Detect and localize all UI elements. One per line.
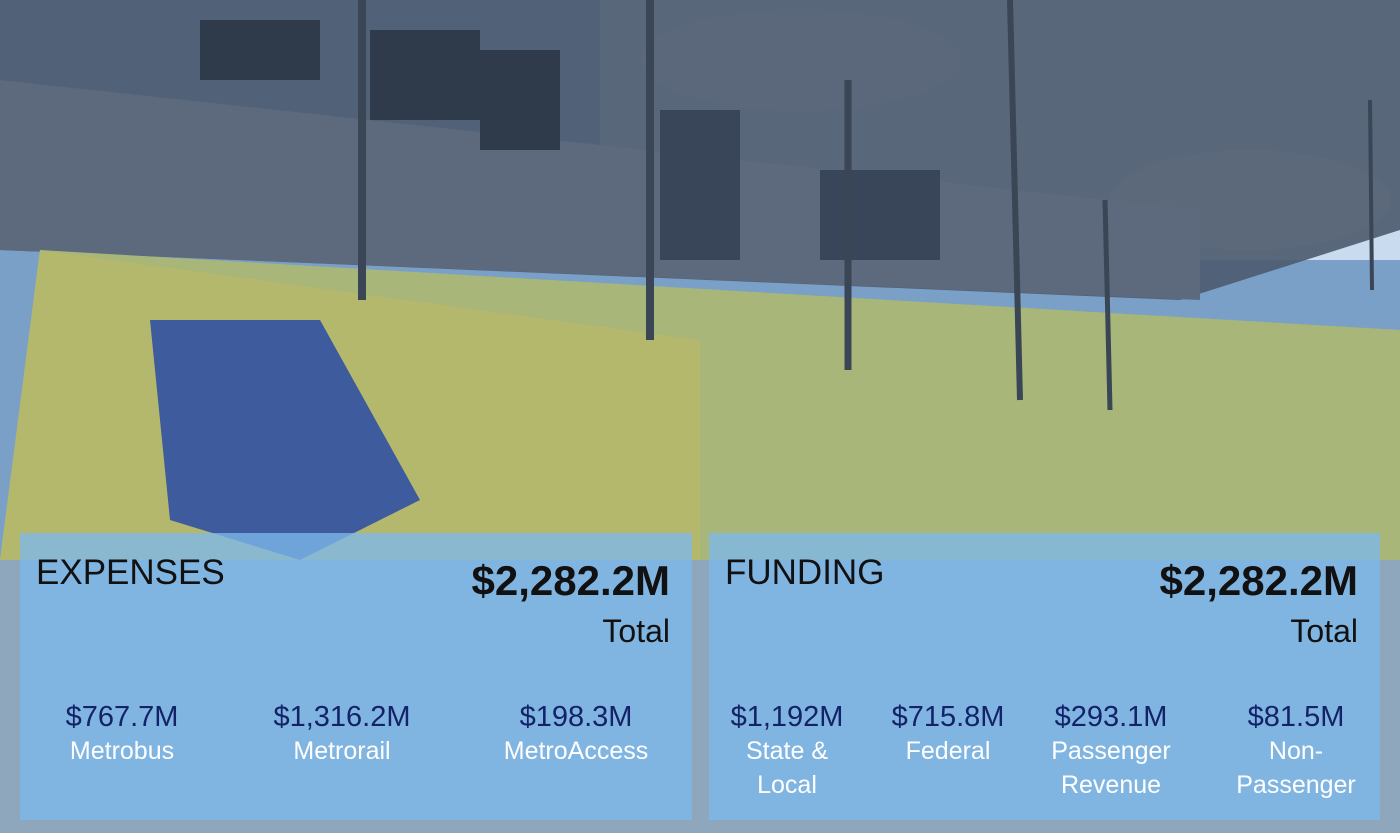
item-value: $198.3M [519, 701, 633, 733]
funding-item: $715.8M Federal [873, 701, 1023, 768]
item-label: Non-Passenger [1236, 737, 1356, 799]
item-label: Metrobus [69, 737, 175, 765]
item-value: $81.5M [1247, 701, 1345, 733]
total-value: $2,282.2M [1159, 557, 1358, 604]
item-value: $1,192M [730, 701, 844, 733]
item-value: $767.7M [65, 701, 179, 733]
item-value: $1,316.2M [273, 701, 411, 733]
panel-title: EXPENSES [36, 553, 225, 592]
funding-panel: FUNDING $2,282.2M Total $1,192M State & … [709, 533, 1380, 820]
item-value: $715.8M [891, 701, 1005, 733]
expense-item: $198.3M MetroAccess [491, 701, 661, 768]
item-label: State & Local [746, 737, 828, 799]
item-label: Passenger Revenue [1051, 737, 1171, 799]
item-label: Metrorail [293, 737, 391, 765]
panel-title: FUNDING [725, 553, 885, 592]
total-value: $2,282.2M [471, 557, 670, 604]
total-label: Total [1290, 613, 1358, 649]
item-label: MetroAccess [503, 737, 649, 765]
expense-item: $1,316.2M Metrorail [257, 701, 427, 768]
funding-item: $1,192M State & Local [712, 701, 862, 802]
expense-item: $767.7M Metrobus [37, 701, 207, 768]
expenses-panel: EXPENSES $2,282.2M Total $767.7M Metrobu… [20, 533, 692, 820]
funding-item: $293.1M Passenger Revenue [1036, 701, 1186, 802]
funding-item: $81.5M Non-Passenger [1221, 701, 1371, 802]
item-value: $293.1M [1054, 701, 1168, 733]
item-label: Federal [905, 737, 991, 765]
total-label: Total [602, 613, 670, 649]
